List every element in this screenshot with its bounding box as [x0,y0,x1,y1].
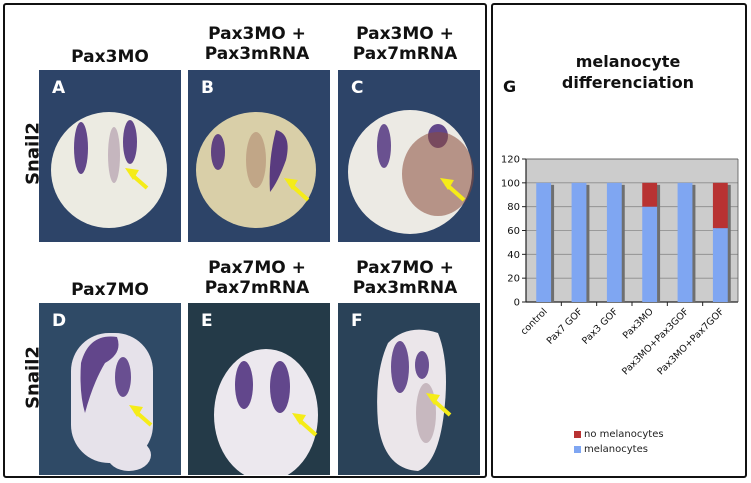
bar-melanocytes-pax3mo-pax3gof [677,182,693,302]
y-tick-label: 60 [507,226,520,237]
embryo-a-illustration [51,112,167,228]
chart-title-line-2: differenciation [561,73,695,92]
x-tick-label: Pax3 GOF [580,306,620,346]
bar-melanocytes-pax3mo-pax7gof [712,228,728,302]
column-title-d: Pax7MO [71,280,149,300]
embryo-photo-c: C [338,70,480,242]
panel-letter-b: B [201,78,214,98]
bar-no-melanocytes-pax3mo-pax7gof [712,182,728,229]
chart-title-line-1: melanocyte [575,52,681,71]
bar-melanocytes-pax3mo [642,206,658,302]
embryo-f-illustration [377,329,452,471]
panel-letter-c: C [351,78,364,98]
x-tick-label: Pax3MO [621,306,656,341]
embryo-photo-f: F [338,303,480,475]
legend-swatch-no-melanocytes [574,431,581,438]
column-title-c: Pax3MO + Pax7mRNA [352,24,458,64]
embryo-b-illustration [196,112,316,228]
bar-melanocytes-pax3-gof [606,182,622,302]
y-tick-label: 80 [507,202,520,213]
embryo-photo-b: B [188,70,330,242]
panel-letter-f: F [351,311,363,331]
panel-letter-d: D [52,311,67,331]
y-tick-label: 20 [507,274,520,285]
chart-title: melanocyte differenciation [543,51,713,93]
embryo-e-illustration [214,349,318,475]
column-title-b: Pax3MO + Pax3mRNA [204,24,310,64]
embryo-d-illustration [71,333,153,471]
image-panel: Snail2 Snail2 Pax3MO Pax3MO + Pax3mRNA Pa… [3,3,487,478]
column-title-a: Pax3MO [71,47,149,67]
bar-melanocytes-pax7-gof [571,182,587,302]
embryo-c-illustration [348,110,474,234]
legend-label-no-melanocytes: no melanocytes [584,429,664,440]
legend-item-melanocytes: melanocytes [574,444,648,455]
panel-letter-a: A [52,78,66,98]
legend-label-melanocytes: melanocytes [584,444,648,455]
x-tick-label: control [519,306,550,337]
chart-panel: G melanocyte differenciation 0 20 40 60 80 10… [491,3,747,478]
y-tick-label: 0 [514,298,520,309]
panel-letter-g: G [503,77,517,96]
bar-no-melanocytes-pax3mo [642,182,658,207]
x-tick-label: Pax3MO+Pax3GOF [620,306,691,377]
x-tick-label: Pax3MO+Pax7GOF [655,306,726,377]
bar-melanocytes-control [536,182,552,302]
column-title-f: Pax7MO + Pax3mRNA [352,258,458,298]
embryo-photo-a: A [39,70,181,242]
legend-item-no-melanocytes: no melanocytes [574,429,664,440]
embryo-photo-d: D [39,303,181,475]
embryo-photo-e: E [188,303,330,475]
y-tick-label: 120 [501,155,520,166]
y-tick-label: 40 [507,250,520,261]
legend-swatch-melanocytes [574,446,581,453]
column-title-e: Pax7MO + Pax7mRNA [204,258,310,298]
panel-letter-e: E [201,311,213,331]
x-tick-label: Pax7 GOF [545,306,585,346]
y-tick-label: 100 [501,178,520,189]
